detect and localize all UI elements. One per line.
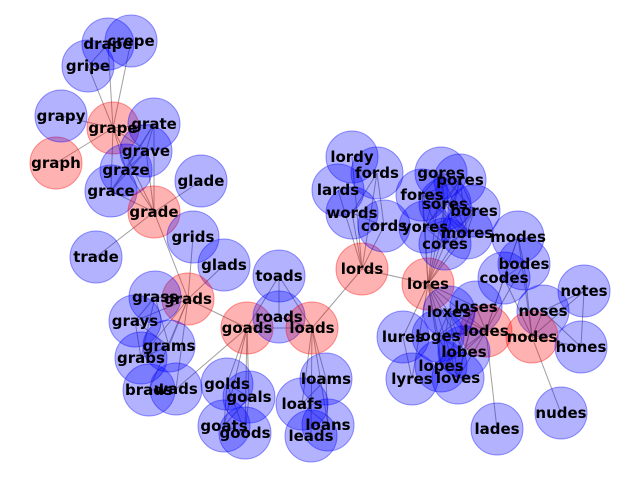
node-label-nudes: nudes — [535, 404, 586, 422]
node-label-trade: trade — [73, 248, 119, 266]
node-label-loafs: loafs — [281, 395, 322, 413]
node-label-cords: cords — [361, 217, 407, 235]
node-label-lords: lords — [341, 260, 384, 278]
node-label-loads: loads — [289, 319, 334, 337]
node-label-grade: grade — [129, 203, 178, 221]
node-label-notes: notes — [560, 282, 607, 300]
node-label-grate: grate — [131, 115, 177, 133]
node-label-grids: grids — [172, 228, 215, 246]
node-label-leads: leads — [288, 427, 333, 445]
node-label-loxes: loxes — [427, 303, 471, 321]
node-label-nodes: nodes — [507, 328, 558, 346]
node-label-grace: grace — [87, 182, 134, 200]
node-label-modes: modes — [490, 228, 546, 246]
node-label-loves: loves — [436, 369, 480, 387]
node-label-grave: grave — [122, 142, 170, 160]
node-label-lodes: lodes — [463, 322, 508, 340]
node-label-loams: loams — [301, 370, 351, 388]
node-label-grays: grays — [112, 312, 159, 330]
node-label-grapy: grapy — [37, 107, 86, 125]
node-label-graph: graph — [31, 154, 81, 172]
node-label-cores: cores — [422, 235, 468, 253]
node-label-grabs: grabs — [117, 349, 165, 367]
node-layer: grapegraphgrapygripedrapecrepegrategrave… — [30, 15, 610, 462]
node-label-wads: wads — [154, 380, 198, 398]
node-label-glade: glade — [178, 172, 225, 190]
node-label-lades: lades — [474, 420, 519, 438]
node-label-noses: noses — [518, 302, 567, 320]
node-label-codes: codes — [479, 269, 528, 287]
node-label-graze: graze — [102, 161, 149, 179]
node-label-goals: goals — [226, 388, 271, 406]
node-label-lards: lards — [317, 181, 359, 199]
node-label-crepe: crepe — [107, 32, 154, 50]
node-label-lures: lures — [382, 328, 424, 346]
node-label-lores: lores — [407, 275, 449, 293]
node-label-hones: hones — [556, 338, 607, 356]
node-label-gripe: gripe — [66, 57, 110, 75]
node-label-grass: grass — [132, 288, 178, 306]
node-label-toads: toads — [255, 267, 302, 285]
node-label-lyres: lyres — [391, 370, 432, 388]
node-label-fords: fords — [355, 164, 399, 182]
node-label-goods: goods — [219, 424, 270, 442]
node-label-glads: glads — [201, 256, 247, 274]
node-label-bores: bores — [450, 202, 498, 220]
